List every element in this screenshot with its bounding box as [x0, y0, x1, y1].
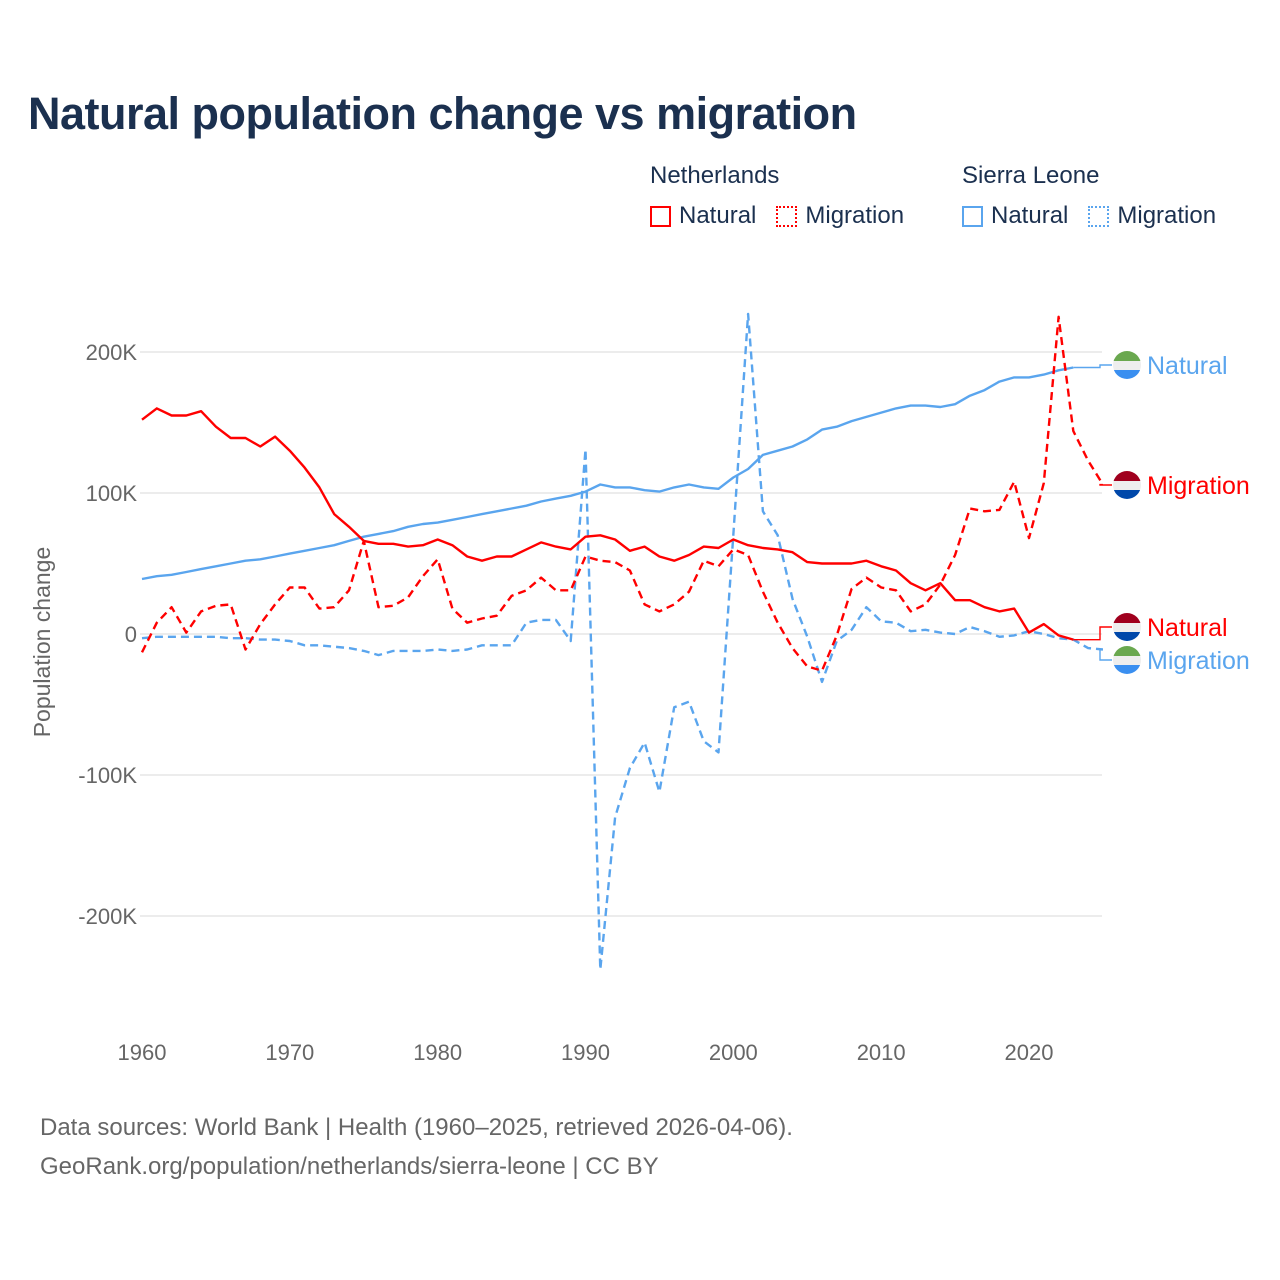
chart-title: Natural population change vs migration: [28, 88, 857, 139]
x-tick-label: 1990: [561, 1040, 610, 1065]
end-label-netherlands-migration: Migration: [1099, 471, 1250, 500]
y-tick-label: -100K: [78, 763, 137, 788]
x-tick-label: 1980: [413, 1040, 462, 1065]
data-source-note: Data sources: World Bank | Health (1960–…: [40, 1114, 793, 1141]
legend-swatch-dotted: [776, 205, 798, 227]
legend-item-netherlands-migration[interactable]: Migration: [776, 202, 904, 230]
series-line-netherlands-migration: [140, 315, 1104, 672]
y-axis-label: Population change: [29, 547, 55, 738]
source-link[interactable]: GeoRank.org/population/netherlands/sierr…: [40, 1153, 659, 1180]
x-tick-label: 1970: [265, 1040, 314, 1065]
legend-item-netherlands-natural[interactable]: Natural: [650, 202, 756, 230]
legend-group-title: Sierra Leone: [962, 162, 1100, 189]
leader-line: [1073, 626, 1112, 641]
y-tick-label: 200K: [86, 340, 138, 365]
sierra-leone-flag-icon: [1113, 646, 1141, 674]
axis-ticks: 200K 100K 0 -100K -200K 1960 1970 1980 1990 2000 2…: [78, 340, 1053, 1065]
end-label-text: Migration: [1147, 647, 1250, 675]
x-tick-label: 2020: [1005, 1040, 1054, 1065]
legend-label: Migration: [805, 202, 905, 229]
netherlands-flag-icon: [1113, 613, 1141, 641]
series-line-netherlands-natural: [141, 407, 1074, 641]
gridlines: [140, 351, 1102, 917]
series-line-sierra-leone-natural: [141, 366, 1074, 581]
legend-item-sierra-leone-migration[interactable]: Migration: [1088, 202, 1216, 230]
leader-line: [1073, 364, 1112, 369]
end-label-text: Natural: [1147, 614, 1228, 642]
legend-netherlands: Netherlands Natural Migration: [650, 162, 924, 230]
legend-label: Natural: [679, 202, 757, 229]
legend-swatch-solid: [650, 205, 671, 227]
legend-sierra-leone: Sierra Leone Natural Migration: [962, 162, 1236, 230]
x-tick-label: 2000: [709, 1040, 758, 1065]
end-label-sierra-leone-natural: Natural: [1073, 351, 1228, 380]
x-tick-label: 1960: [118, 1040, 167, 1065]
legend-swatch-solid: [962, 205, 983, 227]
legend-swatch-dotted: [1088, 205, 1110, 227]
sierra-leone-flag-icon: [1113, 351, 1141, 379]
footer: Data sources: World Bank | Health (1960–…: [40, 1108, 793, 1186]
end-label-netherlands-natural: Natural: [1073, 613, 1228, 642]
end-label-text: Migration: [1147, 472, 1250, 500]
legend-label: Natural: [991, 202, 1069, 229]
leader-line: [1099, 648, 1112, 661]
legend-item-sierra-leone-natural[interactable]: Natural: [962, 202, 1068, 230]
y-tick-label: 0: [125, 622, 137, 647]
series-line-sierra-leone-migration: [141, 312, 1104, 971]
legend-group-title: Netherlands: [650, 162, 780, 189]
legend-label: Migration: [1117, 202, 1217, 229]
y-tick-label: 100K: [86, 481, 138, 506]
series-lines: [140, 312, 1104, 971]
end-label-sierra-leone-migration: Migration: [1099, 646, 1250, 675]
netherlands-flag-icon: [1113, 471, 1141, 499]
y-tick-label: -200K: [78, 904, 137, 929]
end-labels: Natural Migration Natural Migration: [1073, 351, 1250, 675]
end-label-text: Natural: [1147, 352, 1228, 380]
x-tick-label: 2010: [857, 1040, 906, 1065]
